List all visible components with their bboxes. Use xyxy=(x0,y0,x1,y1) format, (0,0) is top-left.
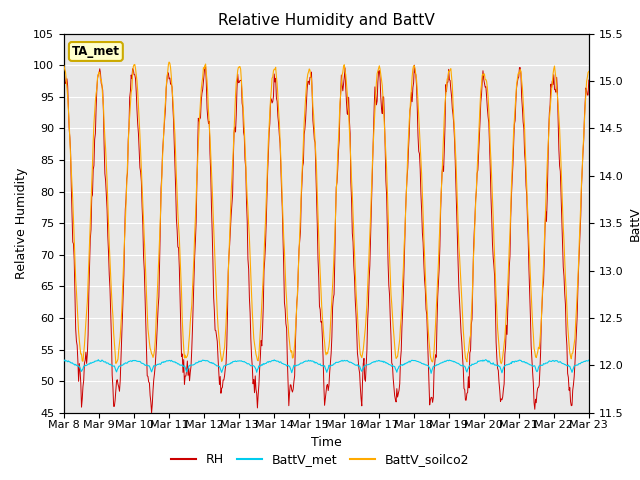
Y-axis label: BattV: BattV xyxy=(629,206,640,240)
Legend: RH, BattV_met, BattV_soilco2: RH, BattV_met, BattV_soilco2 xyxy=(166,448,474,471)
Title: Relative Humidity and BattV: Relative Humidity and BattV xyxy=(218,13,435,28)
X-axis label: Time: Time xyxy=(311,436,342,449)
Y-axis label: Relative Humidity: Relative Humidity xyxy=(15,168,28,279)
Text: TA_met: TA_met xyxy=(72,45,120,58)
